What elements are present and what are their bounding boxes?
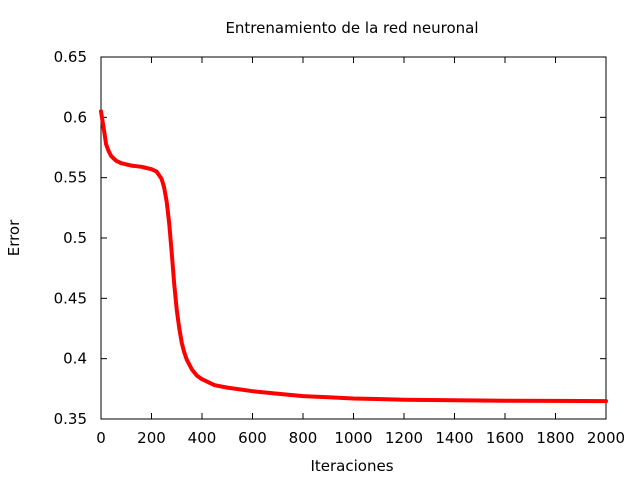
series-line	[99, 109, 608, 404]
data-point	[99, 109, 103, 113]
x-tick-label: 1800	[536, 429, 574, 447]
x-tick-label: 1000	[334, 429, 372, 447]
x-tick-label: 1600	[486, 429, 524, 447]
data-point	[177, 326, 181, 331]
data-point	[107, 149, 111, 153]
data-point	[119, 161, 123, 165]
data-point	[402, 398, 406, 402]
data-point	[112, 156, 116, 160]
axis-ticks	[100, 56, 607, 420]
data-point	[100, 118, 104, 122]
data-point	[109, 154, 113, 158]
data-point	[225, 386, 229, 390]
data-point	[503, 399, 507, 403]
x-tick-label: 200	[137, 429, 166, 447]
data-point	[170, 250, 174, 255]
y-tick-label: 0.6	[63, 108, 87, 126]
data-point	[180, 341, 184, 345]
data-point	[195, 374, 199, 378]
data-point	[114, 159, 118, 163]
series-layer	[99, 109, 608, 404]
data-point	[101, 125, 106, 129]
data-point	[187, 363, 191, 367]
data-point	[200, 377, 204, 381]
data-point	[276, 392, 280, 396]
data-point	[185, 358, 189, 362]
y-tick-label: 0.5	[63, 229, 87, 247]
data-point	[172, 282, 176, 286]
plot-frame	[100, 56, 607, 420]
data-point	[129, 164, 133, 168]
y-tick-label: 0.35	[54, 410, 87, 428]
data-point	[604, 399, 608, 403]
data-point	[139, 165, 143, 169]
y-tick-label: 0.55	[54, 169, 87, 187]
data-point	[326, 395, 330, 399]
data-point	[134, 164, 138, 168]
x-tick-label: 1200	[385, 429, 423, 447]
x-tick-label: 400	[188, 429, 217, 447]
data-point	[167, 221, 171, 226]
data-point	[162, 185, 166, 189]
x-tick-label: 800	[289, 429, 318, 447]
data-point	[452, 398, 457, 402]
x-tick-label: 1400	[435, 429, 473, 447]
axis-tick-labels: 0 200 400 600 800 1000 1200 1400 1600 1800 2000 0.3…	[54, 48, 626, 447]
data-point	[553, 399, 558, 403]
data-point	[160, 177, 164, 181]
data-point	[182, 351, 186, 355]
data-point	[149, 167, 154, 171]
data-point	[301, 394, 305, 398]
x-axis-label: Iteraciones	[310, 457, 393, 475]
data-point	[124, 162, 128, 166]
data-point	[104, 142, 108, 146]
x-tick-label: 600	[238, 429, 267, 447]
data-point	[250, 389, 255, 393]
y-axis-label: Error	[5, 219, 23, 256]
y-tick-label: 0.45	[54, 289, 87, 307]
data-point	[190, 367, 194, 372]
y-tick-label: 0.65	[54, 48, 87, 66]
x-tick-label: 2000	[587, 429, 625, 447]
data-point	[351, 396, 356, 401]
data-point	[103, 133, 107, 137]
data-point	[155, 170, 159, 174]
data-point	[213, 383, 217, 387]
data-point	[175, 308, 179, 312]
data-point	[144, 166, 148, 170]
x-tick-label: 0	[96, 429, 106, 447]
data-point	[165, 200, 169, 204]
chart-title: Entrenamiento de la red neuronal	[225, 19, 478, 37]
y-tick-label: 0.4	[63, 350, 87, 368]
